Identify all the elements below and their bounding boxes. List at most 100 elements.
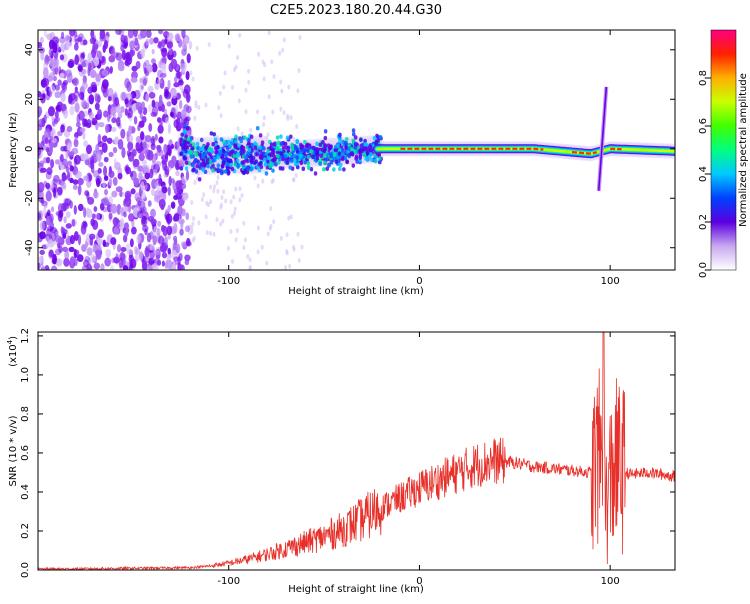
spectrogram-faint-blob [295, 124, 298, 129]
spectrogram-noise-blob [120, 129, 125, 139]
spectrogram-noise-blob [120, 218, 124, 228]
spectrogram-noise-blob [158, 28, 163, 35]
spectrogram-noise-blob [141, 181, 145, 191]
spectrogram-band-point [229, 150, 233, 154]
spectrogram-band-point [321, 147, 325, 151]
spectrogram-band-point [264, 162, 268, 166]
spectrogram-noise-blob [150, 112, 157, 117]
spectrogram-noise-blob [167, 32, 173, 40]
spectrogram-faint-blob [221, 195, 224, 200]
spectrogram-noise-blob [102, 70, 109, 76]
spectrogram-faint-blob [247, 69, 250, 74]
snr-x-tick-label: -100 [217, 576, 240, 587]
spectrogram-noise-blob [164, 236, 168, 246]
spectrogram-noise-blob [159, 199, 166, 209]
spectrogram-noise-blob [56, 104, 59, 110]
spectrogram-faint-blob [292, 177, 295, 182]
spectrogram-faint-blob [222, 85, 225, 90]
colorbar-tick-label: 0.6 [698, 118, 709, 134]
spectrogram-noise-blob [168, 123, 171, 134]
spectrogram-noise-blob [38, 256, 43, 263]
spectrogram-noise-blob [186, 238, 191, 246]
spectrogram-noise-blob [166, 226, 172, 235]
spectrogram-band-point [335, 160, 339, 164]
snr-y-tick-label: 0.2 [20, 523, 31, 539]
spectrogram-band-point [336, 143, 340, 147]
spectrogram-noise-blob [140, 131, 144, 140]
spectrogram-noise-blob [63, 80, 68, 86]
spectrogram-noise-blob [164, 36, 167, 44]
spectrogram-band-point [228, 144, 232, 148]
spectrogram-noise-blob [87, 209, 92, 218]
spectrogram-band-point [339, 163, 343, 167]
spectrogram-faint-blob [261, 245, 264, 250]
spectrogram-noise-blob [125, 164, 129, 175]
spectrogram-noise-blob [152, 100, 156, 108]
spectrogram-noise-blob [124, 35, 128, 42]
spectrogram-noise-blob [114, 227, 120, 234]
spectrogram-band-point [344, 141, 348, 145]
spectrogram-faint-blob [242, 245, 245, 250]
spectrogram-noise-blob [36, 106, 42, 116]
spectrogram-y-axis-label: Frequency (Hz) [8, 112, 19, 188]
spectrogram-faint-blob [262, 60, 265, 65]
spectrogram-noise-blob [110, 237, 116, 245]
spectrogram-band-point [358, 155, 362, 159]
spectrogram-noise-blob [171, 144, 175, 149]
spectrogram-faint-blob [191, 222, 194, 227]
spectrogram-noise-blob [96, 151, 102, 162]
spectrogram-noise-blob [76, 250, 79, 256]
spectrogram-noise-blob [103, 166, 107, 177]
spectrogram-noise-blob [115, 53, 122, 61]
spectrogram-band-point [186, 126, 190, 130]
spectrogram-band-point [206, 158, 210, 162]
spectrogram-noise-blob [90, 254, 96, 263]
spectrogram-band-point [268, 164, 272, 168]
spectrogram-band-point [315, 152, 319, 156]
spectrogram-noise-blob [40, 221, 46, 231]
spectrogram-faint-blob [279, 79, 282, 84]
spectrogram-band-point [351, 163, 355, 167]
spectrogram-noise-blob [158, 178, 161, 186]
spectrogram-noise-blob [49, 72, 55, 80]
spectrogram-noise-blob [181, 208, 185, 216]
spectrogram-band-point [250, 158, 254, 162]
spectrogram-noise-blob [89, 112, 94, 119]
spectrogram-noise-blob [107, 138, 113, 144]
spectrogram-noise-blob [99, 35, 106, 42]
spectrogram-faint-blob [234, 206, 237, 211]
spectrogram-noise-blob [113, 217, 119, 226]
spectrogram-band-point [185, 166, 189, 170]
spectrogram-noise-blob [78, 110, 84, 120]
spectrogram-noise-blob [144, 247, 149, 257]
spectrogram-faint-blob [212, 188, 215, 193]
spectrogram-faint-blob [220, 113, 223, 118]
spectrogram-faint-blob [206, 230, 209, 235]
spectrogram-faint-blob [261, 179, 264, 184]
spectrogram-band-point [265, 171, 269, 175]
spectrogram-band-point [236, 152, 240, 156]
spectrogram-noise-blob [129, 135, 133, 142]
spectrogram-band-point [215, 150, 219, 154]
spectrogram-noise-blob [158, 235, 164, 245]
spectrogram-noise-blob [83, 140, 88, 147]
spectrogram-noise-blob [182, 194, 188, 201]
spectrogram-noise-blob [111, 191, 117, 198]
snr-y-tick-label: 0.8 [20, 406, 31, 422]
spectrogram-faint-blob [298, 68, 301, 73]
spectrogram-band-point [363, 152, 367, 156]
spectrogram-faint-blob [234, 187, 237, 192]
spectrogram-noise-blob [147, 150, 153, 161]
spectrogram-noise-blob [100, 263, 104, 272]
spectrogram-noise-blob [67, 171, 70, 180]
spectrogram-noise-blob [95, 103, 100, 110]
spectrogram-noise-blob [69, 106, 74, 116]
spectrogram-noise-blob [45, 183, 50, 189]
spectrogram-noise-blob [162, 261, 165, 267]
spectrogram-faint-blob [190, 200, 193, 205]
spectrogram-noise-blob [81, 224, 87, 235]
spectrogram-faint-blob [253, 175, 256, 180]
spectrogram-faint-blob [230, 199, 233, 204]
spectrogram-noise-blob [44, 128, 50, 138]
spectrogram-band-point [352, 128, 356, 132]
